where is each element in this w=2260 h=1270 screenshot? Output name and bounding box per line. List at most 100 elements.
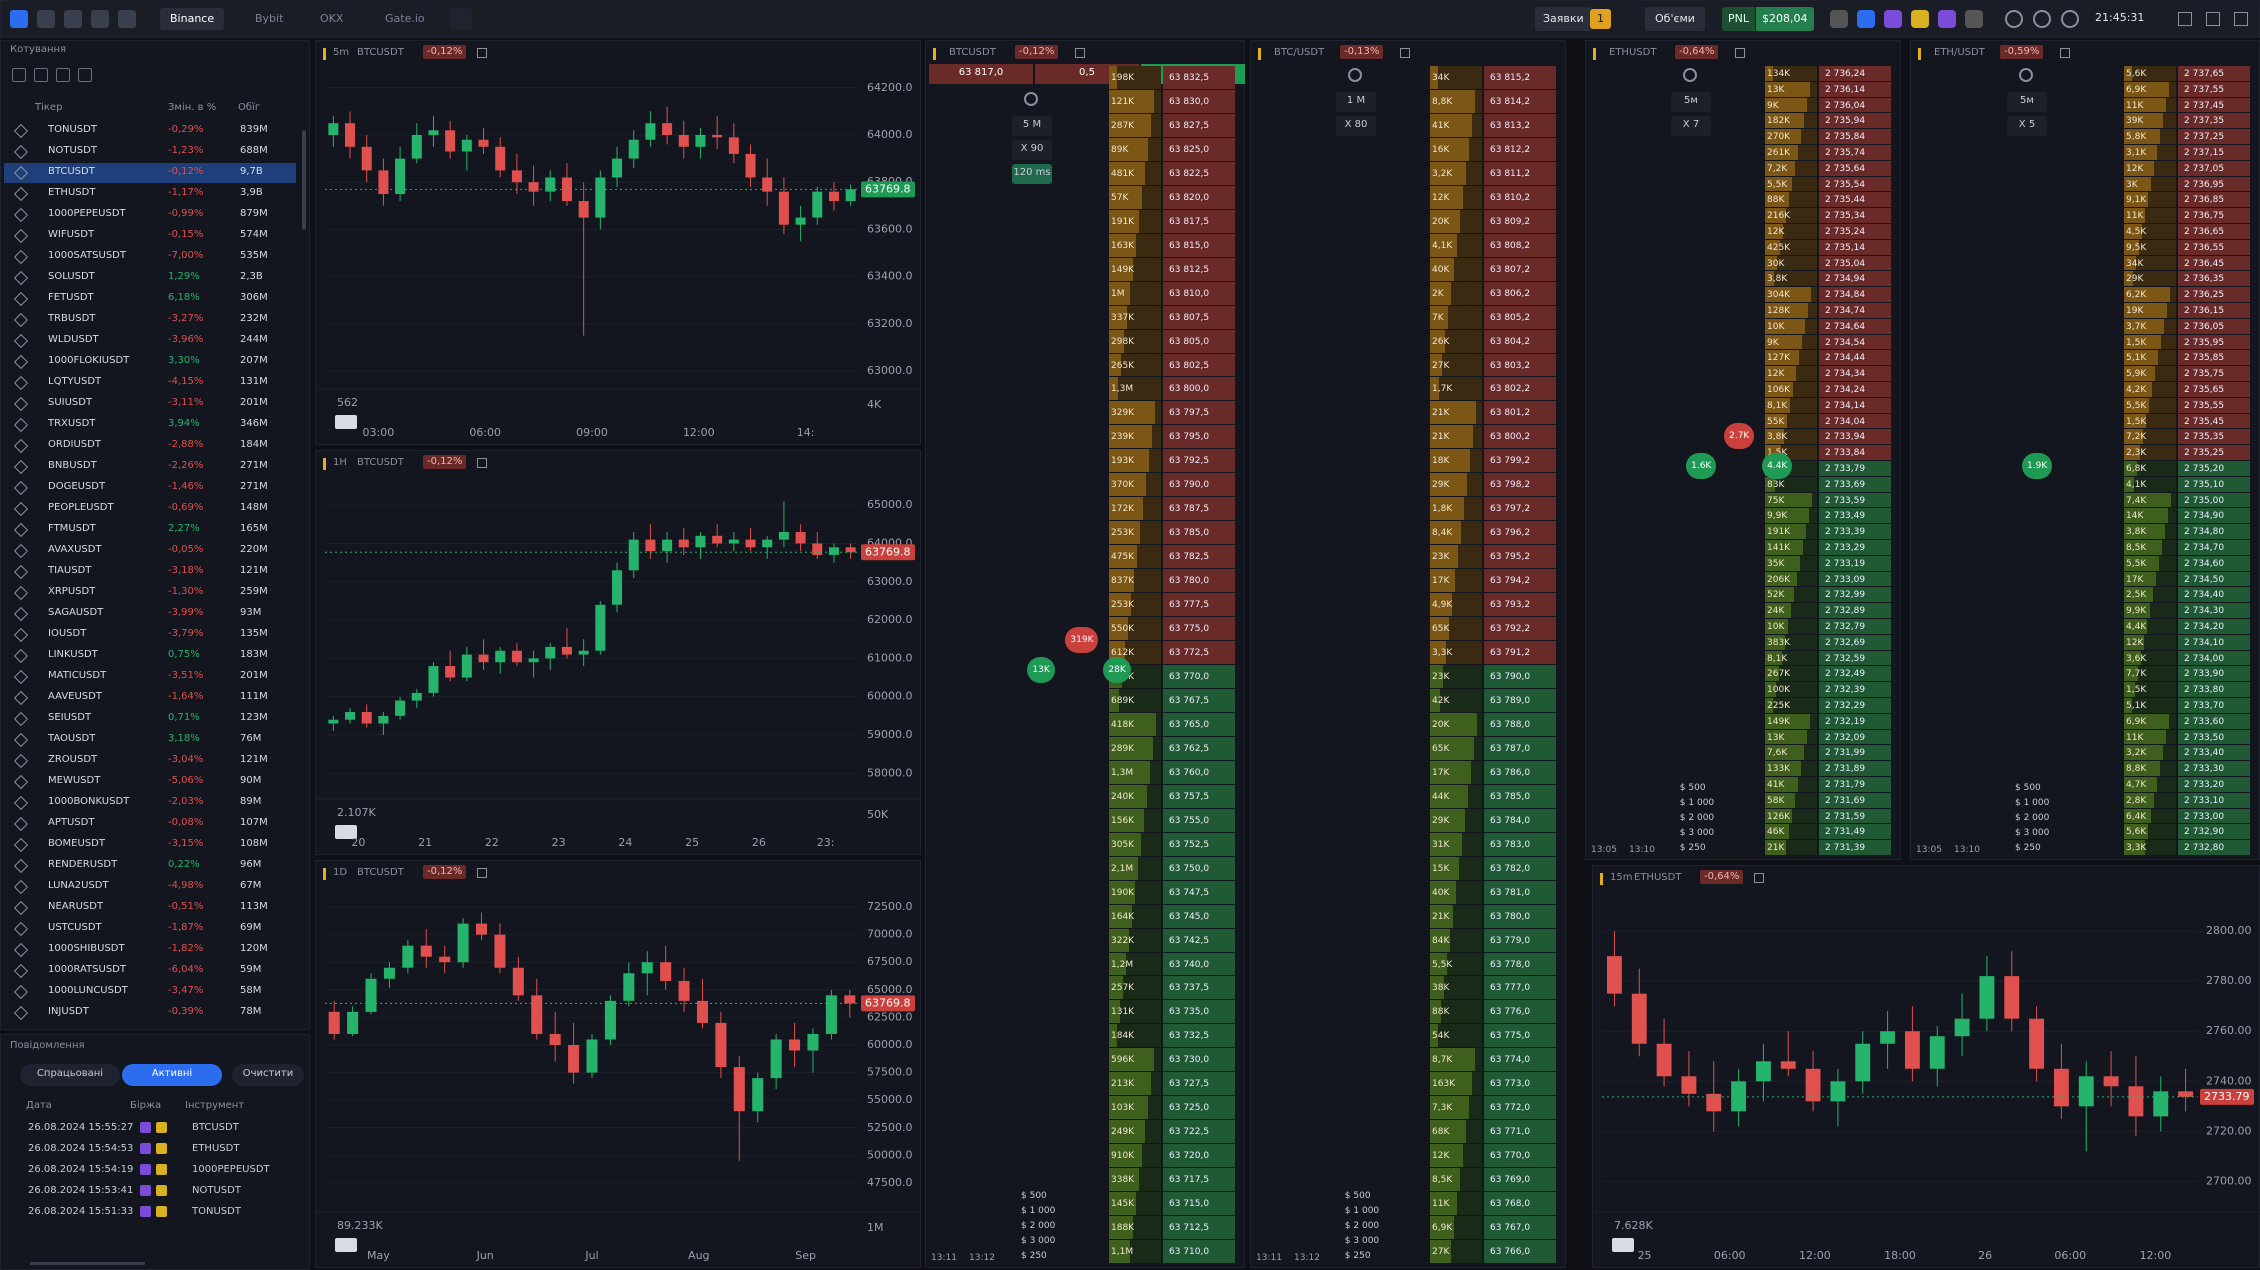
amount-option[interactable]: $ 500	[1679, 783, 1706, 793]
price-cell[interactable]	[1819, 524, 1891, 539]
price-level[interactable]: 63 810,0	[1169, 288, 1210, 299]
amount-option[interactable]: $ 2 000	[1344, 1221, 1380, 1231]
price-cell[interactable]	[1163, 545, 1235, 569]
price-cell[interactable]	[2178, 587, 2250, 603]
price-cell[interactable]	[1819, 224, 1891, 239]
price-level[interactable]: 2 732,69	[1825, 637, 1866, 648]
exchange-tab[interactable]: Gate.io	[385, 12, 425, 25]
price-cell[interactable]	[2178, 761, 2250, 776]
price-level[interactable]: 2 731,49	[1825, 827, 1866, 838]
toolbar-icon[interactable]	[91, 10, 109, 28]
price-level[interactable]: 2 732,29	[1825, 700, 1866, 711]
price-level[interactable]: 2 737,25	[2184, 132, 2225, 143]
price-cell[interactable]	[1819, 650, 1891, 666]
price-level[interactable]: 2 734,44	[1825, 353, 1866, 364]
price-level[interactable]: 2 735,74	[1825, 147, 1866, 158]
amount-option[interactable]: $ 3 000	[1021, 1236, 1056, 1246]
price-cell[interactable]	[1163, 1096, 1235, 1120]
price-cell[interactable]	[1819, 461, 1891, 476]
price-level[interactable]: 63 767,5	[1169, 695, 1210, 706]
price-level[interactable]: 63 811,2	[1490, 168, 1531, 179]
price-level[interactable]: 2 735,35	[2184, 432, 2225, 443]
price-level[interactable]: 63 737,5	[1169, 983, 1210, 994]
price-cell[interactable]	[1484, 641, 1556, 664]
ticker[interactable]: NEARUSDT	[48, 901, 104, 912]
price-cell[interactable]	[1163, 66, 1235, 89]
price-cell[interactable]	[1484, 593, 1556, 617]
price-level[interactable]: 2 734,50	[2184, 574, 2225, 585]
price-level[interactable]: 63 780,0	[1490, 911, 1531, 922]
price-level[interactable]: 63 781,0	[1490, 887, 1531, 898]
price-cell[interactable]	[1484, 545, 1556, 569]
price-cell[interactable]	[1484, 1216, 1556, 1240]
price-cell[interactable]	[1484, 784, 1556, 808]
chart-symbol[interactable]: BTCUSDT	[357, 867, 404, 878]
price-cell[interactable]	[1163, 1072, 1235, 1096]
price-cell[interactable]	[1163, 209, 1235, 233]
price-cell[interactable]	[1819, 745, 1891, 761]
price-cell[interactable]	[1484, 305, 1556, 329]
price-level[interactable]: 63 815,2	[1490, 72, 1531, 83]
price-level[interactable]: 2 734,94	[1825, 274, 1866, 285]
price-level[interactable]: 63 822,5	[1169, 168, 1210, 179]
price-cell[interactable]	[1819, 429, 1891, 445]
price-level[interactable]: 2 736,65	[2184, 226, 2225, 237]
price-level[interactable]: 63 827,5	[1169, 120, 1210, 131]
price-level[interactable]: 2 733,00	[2184, 811, 2225, 822]
price-cell[interactable]	[1163, 617, 1235, 641]
price-cell[interactable]	[1163, 712, 1235, 736]
price-cell[interactable]	[2178, 97, 2250, 113]
price-cell[interactable]	[1163, 832, 1235, 856]
price-cell[interactable]	[2178, 145, 2250, 160]
price-level[interactable]: 2 735,14	[1825, 242, 1866, 253]
price-cell[interactable]	[2178, 777, 2250, 792]
price-cell[interactable]	[1484, 952, 1556, 976]
price-cell[interactable]	[1163, 1048, 1235, 1072]
price-level[interactable]: 2 733,79	[1825, 463, 1866, 474]
price-cell[interactable]	[2178, 350, 2250, 366]
price-level[interactable]: 2 732,19	[1825, 716, 1866, 727]
price-cell[interactable]	[1819, 176, 1891, 192]
price-level[interactable]: 2 733,80	[2184, 685, 2225, 696]
price-cell[interactable]	[1484, 1096, 1556, 1120]
price-level[interactable]: 2 732,79	[1825, 621, 1866, 632]
price-level[interactable]: 63 768,0	[1490, 1199, 1531, 1210]
price-level[interactable]: 2 735,04	[1825, 258, 1866, 269]
price-cell[interactable]	[1163, 904, 1235, 928]
price-level[interactable]: 63 776,0	[1490, 1007, 1531, 1018]
price-cell[interactable]	[1484, 1000, 1556, 1024]
price-cell[interactable]	[2178, 634, 2250, 650]
price-cell[interactable]	[1163, 976, 1235, 1000]
price-level[interactable]: 2 736,85	[2184, 195, 2225, 206]
price-level[interactable]: 63 720,0	[1169, 1151, 1210, 1162]
price-level[interactable]: 63 760,0	[1169, 767, 1210, 778]
price-level[interactable]: 2 735,45	[2184, 416, 2225, 427]
price-cell[interactable]	[1819, 777, 1891, 792]
price-level[interactable]: 2 732,09	[1825, 732, 1866, 743]
price-cell[interactable]	[1163, 928, 1235, 952]
price-level[interactable]: 2 735,85	[2184, 353, 2225, 364]
ticker[interactable]: BNBUSDT	[48, 460, 97, 471]
ticker[interactable]: FTMUSDT	[48, 523, 96, 534]
price-level[interactable]: 63 799,2	[1490, 456, 1531, 467]
ticker[interactable]: LQTYUSDT	[48, 376, 102, 387]
price-level[interactable]: 63 797,2	[1490, 504, 1531, 515]
price-level[interactable]: 2 731,99	[1825, 748, 1866, 759]
price-level[interactable]: 63 806,2	[1490, 288, 1531, 299]
ticker[interactable]: BTCUSDT	[48, 166, 95, 177]
price-cell[interactable]	[1484, 137, 1556, 161]
ticker[interactable]: SEIUSDT	[48, 712, 92, 723]
price-cell[interactable]	[1819, 271, 1891, 287]
window-min[interactable]	[2178, 12, 2192, 26]
price-cell[interactable]	[1484, 617, 1556, 641]
price-cell[interactable]	[1163, 449, 1235, 473]
price-level[interactable]: 63 757,5	[1169, 791, 1210, 802]
price-cell[interactable]	[1484, 66, 1556, 89]
summary-button[interactable]: 63 817,0	[929, 64, 1033, 84]
price-level[interactable]: 63 765,0	[1169, 719, 1210, 730]
price-level[interactable]: 63 803,2	[1490, 360, 1531, 371]
price-level[interactable]: 63 814,2	[1490, 96, 1531, 107]
ticker[interactable]: WLDUSDT	[48, 334, 99, 345]
price-cell[interactable]	[1163, 1144, 1235, 1168]
toolbar-icon[interactable]	[10, 10, 28, 28]
